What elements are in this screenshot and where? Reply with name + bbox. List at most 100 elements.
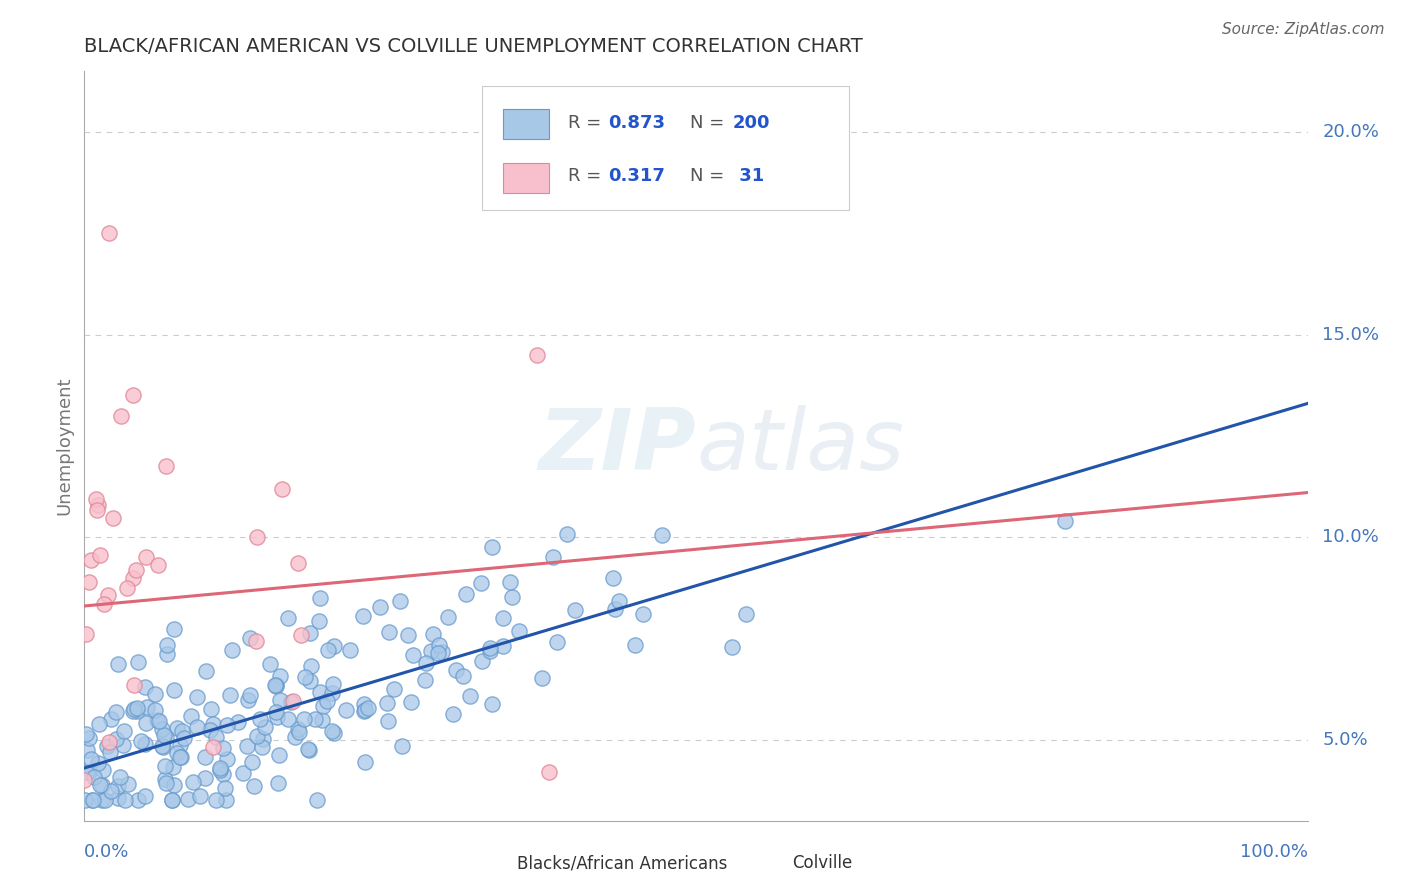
Point [389,594,412,608]
Point [181,775,204,789]
Point [607,594,630,608]
Point [312,698,335,713]
Point [134,737,156,751]
Point [186,720,208,734]
Y-axis label: Unemployment: Unemployment [55,376,73,516]
Point [156,638,179,652]
Text: atlas: atlas [696,404,904,488]
Point [458,690,481,704]
Point [205,793,228,807]
Point [202,716,225,731]
Point [77,574,100,589]
Point [87,717,110,731]
Point [153,759,176,773]
Point [478,644,501,658]
Point [651,528,673,542]
Point [73,773,96,788]
Point [91,763,114,777]
Text: 15.0%: 15.0% [1322,326,1379,343]
Point [375,696,398,710]
Point [212,740,235,755]
Point [631,607,654,622]
Point [104,732,127,747]
Point [470,575,492,590]
Point [163,623,186,637]
Point [150,722,173,736]
Point [194,771,217,785]
Point [173,731,195,745]
Point [246,530,269,544]
Point [564,603,586,617]
Point [148,714,170,729]
Point [335,703,357,717]
Point [107,790,129,805]
FancyBboxPatch shape [475,855,510,871]
Point [259,657,281,671]
Point [110,409,132,423]
Point [721,640,744,655]
Point [91,778,114,792]
Point [323,639,346,653]
Point [323,726,346,740]
Point [454,587,477,601]
Point [100,712,122,726]
Point [236,739,259,753]
Point [93,597,115,611]
Point [80,752,103,766]
Point [114,723,136,738]
Point [353,703,375,717]
Point [239,631,262,645]
Point [294,670,316,684]
Point [353,704,375,718]
Point [283,694,305,708]
Point [156,647,179,661]
Point [264,705,287,719]
Point [603,602,626,616]
Point [153,728,176,742]
Point [471,654,494,668]
Text: R =: R = [568,167,606,185]
Point [267,775,290,789]
Point [538,765,561,780]
Point [90,793,112,807]
Point [200,723,222,737]
Point [419,643,441,657]
Point [202,740,225,755]
Point [89,548,111,562]
Point [508,624,530,638]
Point [76,764,98,779]
Point [446,664,468,678]
Point [134,680,156,694]
Point [253,720,276,734]
Point [555,527,578,541]
Point [87,756,110,770]
Point [498,574,520,589]
Point [249,713,271,727]
Point [97,227,120,241]
Point [277,611,299,625]
Point [129,734,152,748]
Text: 0.0%: 0.0% [84,843,129,861]
Point [107,780,129,794]
Point [316,643,339,657]
Point [163,778,186,792]
Point [87,499,110,513]
Point [290,627,312,641]
Point [546,635,568,649]
Point [354,756,377,770]
Point [269,668,291,682]
Point [80,553,103,567]
FancyBboxPatch shape [503,109,550,139]
Point [163,683,186,698]
Point [84,492,107,507]
Point [526,348,548,362]
Point [162,760,184,774]
Point [322,677,344,691]
Point [200,701,222,715]
Point [492,639,515,653]
Point [169,750,191,764]
Point [98,746,121,760]
Point [239,688,262,702]
Point [82,793,104,807]
Point [153,772,176,786]
